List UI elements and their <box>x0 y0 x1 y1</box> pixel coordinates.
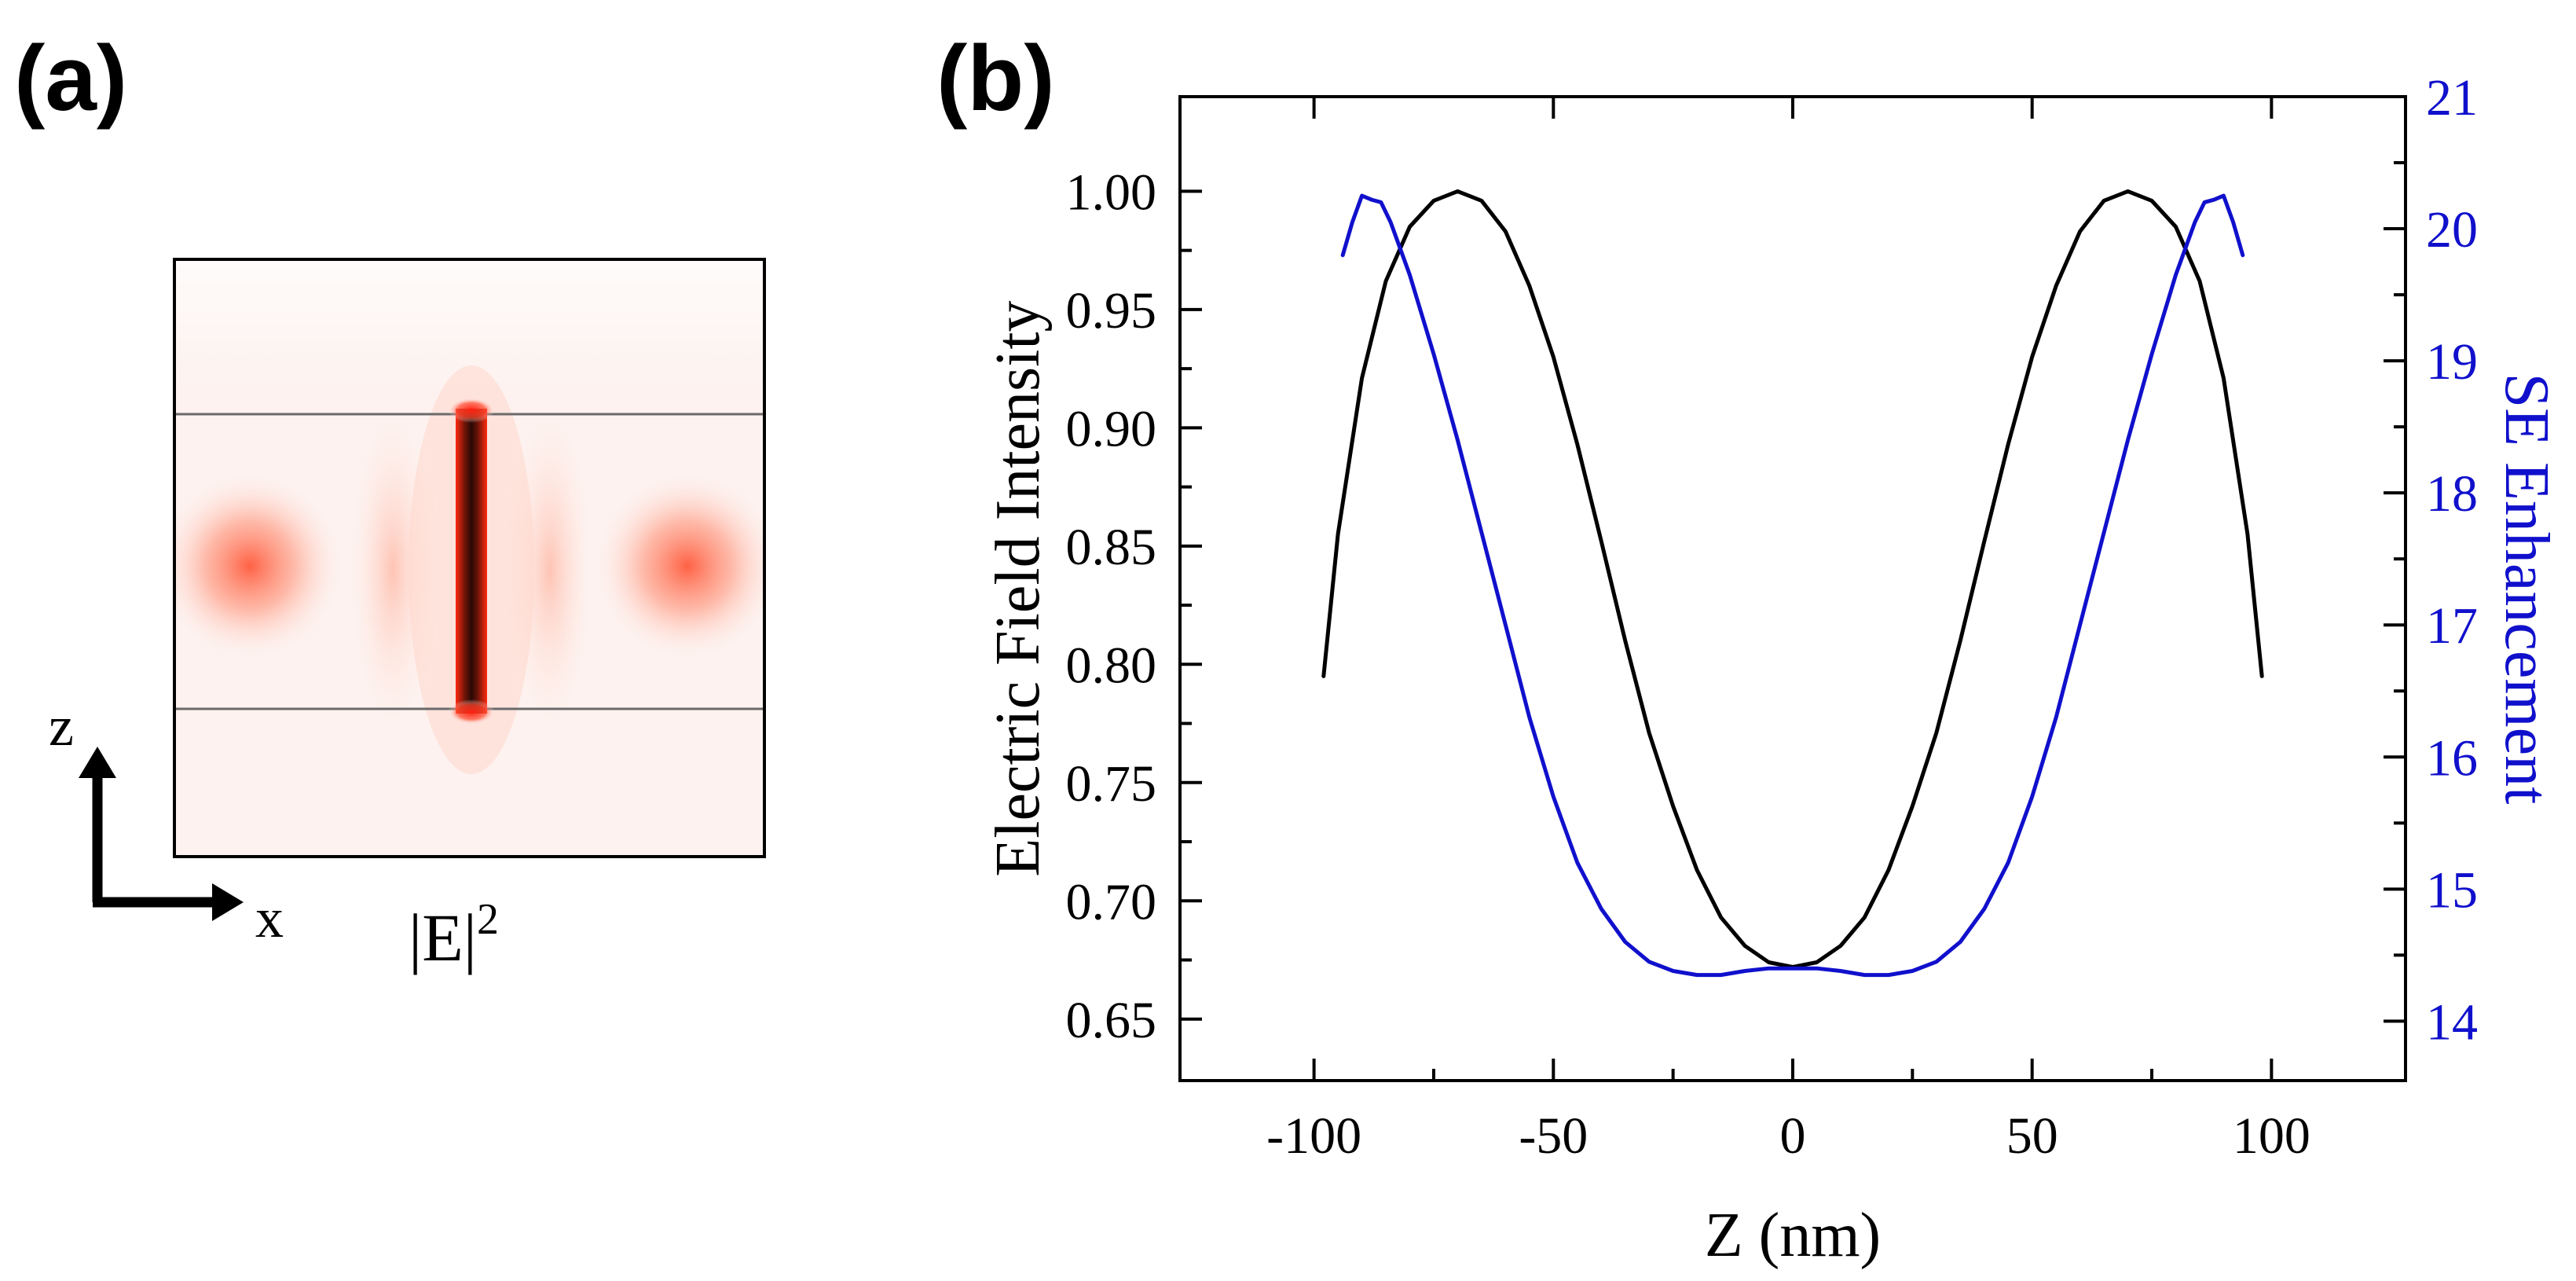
y-tick-label-5: 0.90 <box>1066 400 1157 457</box>
x-axis-label: x <box>255 886 284 949</box>
field-label-exponent: 2 <box>477 895 499 944</box>
y2-tick-label-4: 18 <box>2426 465 2478 523</box>
field-lobe-right <box>589 468 764 664</box>
field-map-frame <box>173 258 766 858</box>
field-intensity-line <box>1321 189 2264 969</box>
tick-marks <box>1180 95 2406 1081</box>
nanorod-tip-top <box>448 398 495 423</box>
y2-tick-label-3: 17 <box>2426 597 2478 655</box>
y-tick-label-3: 0.80 <box>1066 637 1157 694</box>
y2-tick-label-5: 19 <box>2426 333 2478 391</box>
y-tick-label-4: 0.85 <box>1066 519 1157 576</box>
y2-tick-label-6: 20 <box>2426 201 2478 259</box>
y-tick-label-6: 0.95 <box>1066 282 1157 340</box>
series-layer <box>1321 189 2264 978</box>
x-axis-title: Z (nm) <box>1705 1201 1881 1270</box>
x-tick-label-2: 0 <box>1780 1107 1806 1165</box>
y2-tick-label-0: 14 <box>2426 993 2478 1051</box>
x-tick-label-0: -100 <box>1266 1107 1361 1165</box>
nanorod <box>456 409 487 714</box>
y-tick-label-1: 0.70 <box>1066 873 1157 930</box>
y2-tick-label-1: 15 <box>2426 861 2478 919</box>
x-tick-label-1: -50 <box>1519 1107 1588 1165</box>
x-arrow-head <box>212 883 244 921</box>
panel-b-label: (b) <box>936 27 1055 130</box>
z-axis-label: z <box>49 695 74 758</box>
y2-axis-title: SE Enhancement <box>2492 373 2561 805</box>
y-tick-label-7: 1.00 <box>1066 163 1157 221</box>
y-tick-label-2: 0.75 <box>1066 755 1157 813</box>
y2-tick-label-2: 16 <box>2426 729 2478 787</box>
y-axis-title: Electric Field Intensity <box>984 300 1053 876</box>
field-label-base: |E| <box>409 900 477 975</box>
chart-b: -100 -50 0 50 100 0.65 0.70 0.75 0.80 0.85 0.90 0.9… <box>984 69 2561 1270</box>
x-tick-label-3: 50 <box>2006 1107 2058 1165</box>
x-tick-label-4: 100 <box>2233 1107 2310 1165</box>
field-lobe-left <box>174 468 348 664</box>
field-label: |E|2 <box>409 895 499 975</box>
axis-indicator: z x <box>49 695 284 949</box>
se-enhancement-line <box>1340 193 2245 978</box>
plot-frame <box>1178 95 2407 1082</box>
y-tick-label-0: 0.65 <box>1066 992 1157 1049</box>
y2-tick-label-7: 21 <box>2426 69 2478 127</box>
z-arrow-head <box>79 747 116 778</box>
nanorod-tip-bottom <box>448 699 495 725</box>
panel-a-label: (a) <box>14 27 127 130</box>
tick-labels: -100 -50 0 50 100 0.65 0.70 0.75 0.80 0.85 0.90 0.9… <box>1066 69 2479 1165</box>
field-map <box>174 259 764 857</box>
